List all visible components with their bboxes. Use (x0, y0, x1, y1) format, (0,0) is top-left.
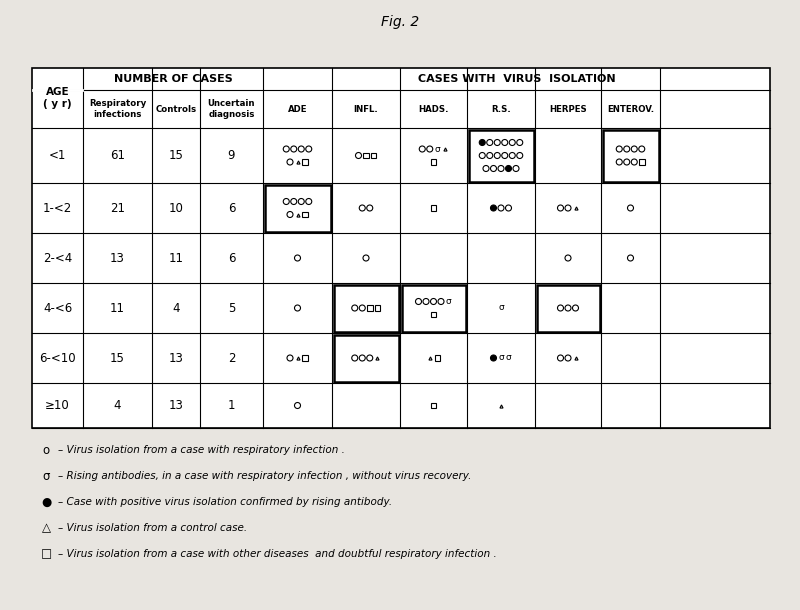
Text: ADE: ADE (288, 104, 307, 113)
Bar (374, 305, 380, 310)
Bar (302, 212, 308, 217)
Text: 6-<10: 6-<10 (39, 351, 76, 365)
Text: 4-<6: 4-<6 (43, 301, 72, 315)
Text: 4: 4 (114, 399, 122, 412)
Bar (32, 68, 770, 428)
Text: – Case with positive virus isolation confirmed by rising antibody.: – Case with positive virus isolation con… (58, 497, 392, 507)
Bar (430, 312, 436, 317)
Text: HERPES: HERPES (549, 104, 587, 113)
Bar (469, 129, 534, 182)
Text: – Virus isolation from a case with other diseases  and doubtful respiratory infe: – Virus isolation from a case with other… (58, 549, 497, 559)
Text: NUMBER OF CASES: NUMBER OF CASES (114, 74, 232, 84)
Text: △: △ (42, 522, 50, 534)
Text: 13: 13 (169, 399, 183, 412)
Text: ENTEROV.: ENTEROV. (607, 104, 654, 113)
Text: 6: 6 (228, 201, 235, 215)
Text: 11: 11 (169, 251, 183, 265)
Text: 2-<4: 2-<4 (43, 251, 72, 265)
Text: 1-<2: 1-<2 (43, 201, 72, 215)
Text: Respiratory
infections: Respiratory infections (89, 99, 146, 119)
Text: 6: 6 (228, 251, 235, 265)
Circle shape (490, 205, 497, 211)
Bar (334, 284, 398, 331)
Text: CASES WITH  VIRUS  ISOLATION: CASES WITH VIRUS ISOLATION (418, 74, 615, 84)
Circle shape (479, 140, 486, 146)
Bar (537, 284, 599, 331)
Text: ≥10: ≥10 (45, 399, 70, 412)
Bar (430, 205, 436, 210)
Bar (363, 152, 369, 158)
Bar (302, 355, 308, 361)
Text: Fig. 2: Fig. 2 (381, 15, 419, 29)
Text: 1: 1 (228, 399, 235, 412)
Bar (430, 159, 436, 165)
Text: σ: σ (446, 297, 451, 306)
Text: 10: 10 (169, 201, 183, 215)
Text: – Virus isolation from a case with respiratory infection .: – Virus isolation from a case with respi… (58, 445, 345, 455)
Bar (302, 159, 308, 165)
Text: – Virus isolation from a control case.: – Virus isolation from a control case. (58, 523, 247, 533)
Bar (639, 159, 645, 165)
Text: 11: 11 (110, 301, 125, 315)
Text: 2: 2 (228, 351, 235, 365)
Bar (602, 129, 658, 182)
Text: HADS.: HADS. (418, 104, 449, 113)
Bar (32, 68, 770, 428)
Bar (430, 403, 436, 408)
Text: 9: 9 (228, 149, 235, 162)
Text: INFL.: INFL. (354, 104, 378, 113)
Text: 13: 13 (110, 251, 125, 265)
Bar (265, 184, 330, 232)
Bar (434, 355, 440, 361)
Text: o: o (42, 443, 50, 456)
Text: AGE
( y r): AGE ( y r) (43, 87, 72, 109)
Bar (334, 334, 398, 381)
Text: σ: σ (434, 145, 440, 154)
Text: <1: <1 (49, 149, 66, 162)
Text: Controls: Controls (155, 104, 197, 113)
Text: R.S.: R.S. (491, 104, 511, 113)
Circle shape (506, 165, 511, 171)
Text: 15: 15 (169, 149, 183, 162)
Text: 21: 21 (110, 201, 125, 215)
Text: 5: 5 (228, 301, 235, 315)
Text: σ: σ (42, 470, 50, 483)
Text: σ: σ (506, 354, 511, 362)
Text: Uncertain
diagnosis: Uncertain diagnosis (208, 99, 255, 119)
Text: 13: 13 (169, 351, 183, 365)
Text: 15: 15 (110, 351, 125, 365)
Text: 61: 61 (110, 149, 125, 162)
Text: 4: 4 (172, 301, 180, 315)
Text: ●: ● (41, 495, 51, 509)
Bar (370, 152, 376, 158)
Text: – Rising antibodies, in a case with respiratory infection , without virus recove: – Rising antibodies, in a case with resp… (58, 471, 471, 481)
Text: □: □ (41, 548, 51, 561)
Text: σ: σ (498, 304, 504, 312)
Text: σ: σ (498, 354, 504, 362)
Circle shape (490, 355, 497, 361)
Bar (402, 284, 466, 331)
Bar (367, 305, 373, 310)
